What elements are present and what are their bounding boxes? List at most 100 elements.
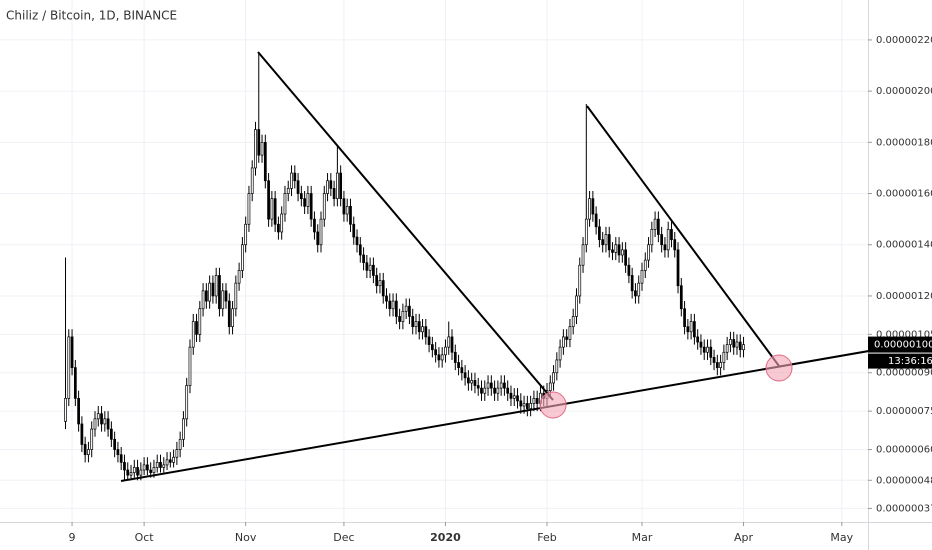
candle-body (64, 397, 67, 422)
candle-body (411, 316, 415, 328)
candle-body (440, 354, 444, 361)
candle-body (414, 321, 418, 328)
candle-body (732, 339, 736, 348)
candle-body (709, 346, 713, 358)
candle-body (706, 346, 709, 353)
candle-body (159, 462, 162, 468)
candle-body (339, 172, 343, 200)
candle-body (385, 295, 388, 302)
candle-body (614, 244, 618, 253)
candle-body (450, 336, 454, 353)
y-tick-label: 0.00000160 (876, 189, 932, 200)
candle-body (113, 438, 117, 450)
candle-body (578, 264, 582, 297)
candle-body (742, 344, 745, 351)
candle-body (329, 180, 333, 189)
y-tick-label: 0.00000200 (876, 86, 932, 97)
candle-body (647, 244, 650, 261)
x-tick-label: 2020 (430, 531, 461, 544)
candle-body (486, 382, 490, 389)
candle-body (660, 234, 664, 246)
candle-body (191, 321, 195, 348)
candle-body (571, 316, 575, 328)
candle-body (204, 290, 208, 302)
candle-body (496, 387, 500, 394)
candle-body (165, 459, 169, 466)
candle-body (388, 300, 392, 310)
x-tick-label: Mar (632, 531, 653, 544)
candle-body (250, 167, 254, 194)
candle-body (499, 382, 503, 389)
candle-body (96, 413, 100, 420)
candle-body (123, 462, 126, 471)
candle-body (116, 449, 120, 456)
candle-body (552, 372, 555, 384)
candle-body (417, 321, 421, 333)
candle-body (483, 387, 487, 394)
candle-body (110, 428, 113, 440)
candle-body (146, 464, 149, 471)
candle-body (460, 367, 464, 374)
candle-body (532, 397, 536, 404)
y-tick-label: 0.00000105 (876, 329, 932, 340)
candle-body (293, 172, 297, 182)
candle-body (322, 193, 326, 220)
candle-body (525, 403, 529, 409)
y-tick-label: 0.00000120 (876, 291, 932, 302)
candle-body (185, 385, 189, 420)
y-tick-label: 0.00000140 (876, 240, 932, 251)
candle-body (463, 372, 467, 379)
candle-body (152, 467, 156, 473)
candle-body (149, 469, 153, 473)
candle-body (234, 282, 238, 310)
candle-body (280, 213, 284, 233)
candle-body (394, 300, 398, 317)
candle-body (306, 193, 310, 207)
candle-body (666, 229, 670, 251)
candle-body (568, 326, 572, 340)
candle-body (624, 249, 627, 266)
candle-body (512, 395, 516, 399)
candle-body (424, 326, 428, 338)
candle-body (231, 308, 234, 328)
candle-body (214, 275, 218, 297)
candle-body (391, 300, 395, 310)
candle-body (260, 141, 264, 156)
candle-body (142, 464, 146, 471)
candle-body (201, 290, 205, 310)
trend-line (586, 105, 780, 367)
candle-body (139, 469, 143, 476)
x-tick-label: Nov (235, 531, 257, 544)
candle-body (247, 193, 251, 225)
candle-body (634, 290, 637, 297)
candle-body (689, 321, 693, 333)
candle-body (404, 305, 408, 312)
candle-body (241, 244, 244, 271)
candle-body (178, 438, 182, 450)
candle-body (103, 418, 107, 425)
highlight-circle (765, 354, 793, 382)
trend-lines (120, 51, 932, 482)
candle-body (87, 449, 90, 456)
candle-body (319, 218, 323, 246)
candle-body (195, 321, 198, 335)
candle-body (565, 336, 569, 340)
candle-body (218, 275, 221, 310)
candle-body (506, 387, 510, 394)
candle-body (591, 198, 595, 215)
candle-body (398, 316, 401, 322)
candle-body (155, 462, 159, 468)
y-tick-label: 0.00000220 (876, 35, 932, 46)
x-tick-label: Oct (135, 531, 155, 544)
candle-body (381, 280, 385, 297)
candle-body (476, 385, 480, 389)
candle-body (738, 341, 742, 351)
candle-body (735, 341, 739, 348)
candle-body (227, 300, 231, 328)
candle-body (516, 395, 519, 402)
candle-body (620, 249, 624, 256)
candle-body (489, 382, 493, 389)
candle-body (355, 236, 359, 246)
candle-body (263, 141, 267, 182)
candle-body (254, 129, 257, 169)
